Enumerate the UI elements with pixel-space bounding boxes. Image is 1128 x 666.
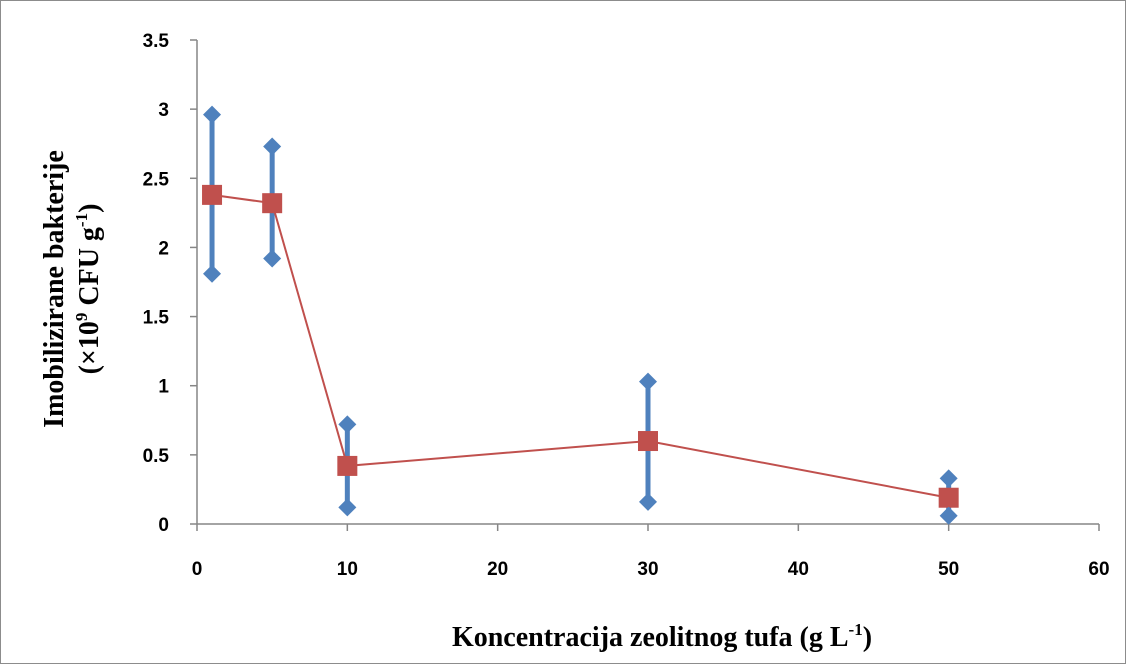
range-high-point bbox=[639, 372, 657, 391]
mean-point bbox=[638, 431, 658, 452]
x-tick-label: 20 bbox=[487, 559, 508, 580]
axes: 0 0.5 1 1.5 2 2.5 3 3.5 0 10 20 30 40 50 60 bbox=[143, 31, 1110, 580]
range-low-point bbox=[939, 506, 958, 525]
mean-point bbox=[262, 193, 283, 214]
range-high-point bbox=[263, 137, 282, 156]
mean-point bbox=[337, 455, 358, 476]
mean-point bbox=[202, 184, 223, 205]
mean-point bbox=[938, 487, 959, 508]
y-axis-title-line1: Imobilizirane bakterije bbox=[39, 150, 70, 428]
x-tick-label: 30 bbox=[637, 559, 658, 580]
error-bars bbox=[209, 114, 952, 516]
range-high-point bbox=[338, 415, 357, 434]
range-points bbox=[203, 105, 958, 525]
y-tick-label: 1 bbox=[158, 377, 169, 398]
y-tick-label: 3 bbox=[158, 100, 169, 121]
range-high-point bbox=[939, 469, 958, 488]
mean-series-line bbox=[211, 193, 949, 499]
x-tick-label: 0 bbox=[192, 559, 203, 580]
x-tick-label: 10 bbox=[337, 559, 358, 580]
range-low-point bbox=[639, 492, 657, 511]
x-tick-label: 40 bbox=[788, 559, 809, 580]
y-tick-label: 2 bbox=[158, 238, 169, 259]
y-axis-title-line2: (×109 CFU g-1) bbox=[72, 204, 105, 375]
y-tick-label: 0 bbox=[158, 515, 169, 536]
range-low-point bbox=[203, 264, 222, 283]
range-low-point bbox=[263, 249, 282, 268]
y-ticks: 0 0.5 1 1.5 2 2.5 3 3.5 bbox=[143, 31, 197, 536]
mean-series bbox=[202, 184, 959, 508]
y-tick-label: 3.5 bbox=[143, 31, 170, 52]
x-tick-label: 50 bbox=[938, 559, 959, 580]
x-tick-label: 60 bbox=[1088, 559, 1109, 580]
x-axis-title: Koncentracija zeolitnog tufa (g L-1) bbox=[452, 620, 872, 653]
range-low-point bbox=[338, 498, 357, 517]
y-tick-label: 2.5 bbox=[143, 169, 170, 190]
y-tick-label: 1.5 bbox=[143, 308, 170, 329]
y-tick-label: 0.5 bbox=[143, 446, 170, 467]
x-ticks: 0 10 20 30 40 50 60 bbox=[192, 524, 1110, 580]
range-high-point bbox=[203, 105, 222, 124]
